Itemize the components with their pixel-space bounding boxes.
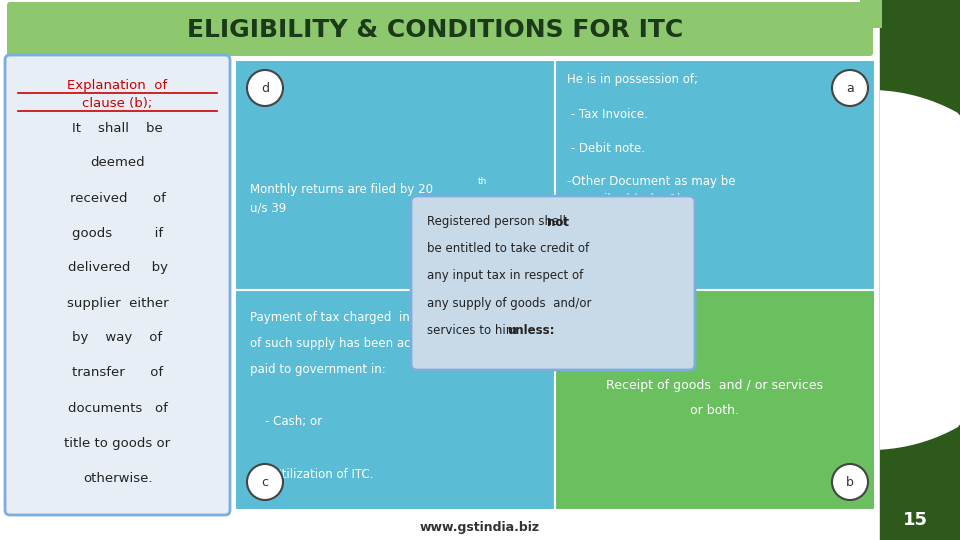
Text: documents   of: documents of xyxy=(67,402,167,415)
Text: not: not xyxy=(547,215,569,228)
Text: u/s 39: u/s 39 xyxy=(250,201,286,214)
Text: th: th xyxy=(478,178,488,186)
Text: 15: 15 xyxy=(902,511,927,529)
Text: clause (b);: clause (b); xyxy=(83,97,153,110)
Text: transfer      of: transfer of xyxy=(72,367,163,380)
Text: Explanation  of: Explanation of xyxy=(67,78,168,91)
Bar xyxy=(555,290,875,510)
Text: a: a xyxy=(846,82,853,94)
Text: Registered person shall: Registered person shall xyxy=(427,215,569,228)
Text: c: c xyxy=(261,476,269,489)
Text: delivered     by: delivered by xyxy=(67,261,167,274)
Text: paid to government in:: paid to government in: xyxy=(250,363,386,376)
Text: received      of: received of xyxy=(69,192,165,205)
Text: any input tax in respect of: any input tax in respect of xyxy=(427,269,584,282)
Text: prescribed (rule- 1).: prescribed (rule- 1). xyxy=(567,192,685,206)
Text: title to goods or: title to goods or xyxy=(64,436,171,449)
Text: otherwise.: otherwise. xyxy=(83,471,153,484)
Text: -Other Document as may be: -Other Document as may be xyxy=(567,176,735,188)
PathPatch shape xyxy=(880,0,960,540)
Text: Receipt of goods  and / or services: Receipt of goods and / or services xyxy=(607,380,824,393)
Text: by    way    of: by way of xyxy=(72,332,162,345)
Text: supplier  either: supplier either xyxy=(66,296,168,309)
FancyBboxPatch shape xyxy=(7,2,873,56)
Text: Monthly returns are filed by 20: Monthly returns are filed by 20 xyxy=(250,184,433,197)
Text: www.gstindia.biz: www.gstindia.biz xyxy=(420,521,540,534)
Text: b: b xyxy=(846,476,854,489)
Bar xyxy=(555,60,875,290)
Text: He is in possession of;: He is in possession of; xyxy=(567,73,698,86)
Circle shape xyxy=(247,464,283,500)
Text: - Debit note.: - Debit note. xyxy=(567,141,645,154)
Bar xyxy=(860,0,882,28)
Text: - Tax Invoice.: - Tax Invoice. xyxy=(567,107,648,120)
Circle shape xyxy=(247,70,283,106)
Bar xyxy=(235,60,555,290)
Circle shape xyxy=(832,70,868,106)
Text: of such supply has been actually: of such supply has been actually xyxy=(250,338,444,350)
Text: be entitled to take credit of: be entitled to take credit of xyxy=(427,242,589,255)
Text: deemed: deemed xyxy=(90,157,145,170)
Text: It    shall    be: It shall be xyxy=(72,122,163,134)
Text: d: d xyxy=(261,82,269,94)
Text: or both.: or both. xyxy=(690,403,739,416)
Circle shape xyxy=(832,464,868,500)
Bar xyxy=(235,290,555,510)
Text: - Utilization of ITC.: - Utilization of ITC. xyxy=(250,468,373,481)
Text: - Cash; or: - Cash; or xyxy=(250,415,323,429)
Bar xyxy=(880,0,960,540)
Text: Payment of tax charged  in respect: Payment of tax charged in respect xyxy=(250,312,458,325)
Text: ELIGIBILITY & CONDITIONS FOR ITC: ELIGIBILITY & CONDITIONS FOR ITC xyxy=(187,18,684,42)
FancyBboxPatch shape xyxy=(5,55,230,515)
Text: goods          if: goods if xyxy=(72,226,163,240)
Text: any supply of goods  and/or: any supply of goods and/or xyxy=(427,296,591,309)
Text: services to him: services to him xyxy=(427,323,521,336)
FancyBboxPatch shape xyxy=(411,196,695,370)
Text: unless:: unless: xyxy=(507,323,555,336)
